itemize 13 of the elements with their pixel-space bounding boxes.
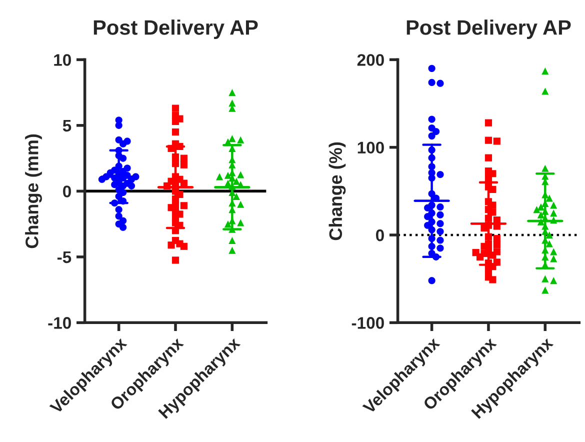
y-tick-label: 0 [376,229,384,242]
y-axis-title: Change (%) [328,142,346,240]
chart-title: Post Delivery AP [406,20,571,39]
y-tick-label: 0 [63,186,71,198]
y-tick-label: 5 [62,120,72,132]
y-tick-label: 10 [54,54,71,66]
y-axis-title: Change (mm) [25,134,42,248]
y-tick-label: 100 [358,142,384,154]
y-tick-label: 200 [357,54,384,66]
y-tick-label: -10 [48,317,71,329]
y-tick-label: -5 [57,251,72,264]
y-tick-label: -100 [352,317,384,329]
chart-title: Post Delivery AP [94,20,258,39]
